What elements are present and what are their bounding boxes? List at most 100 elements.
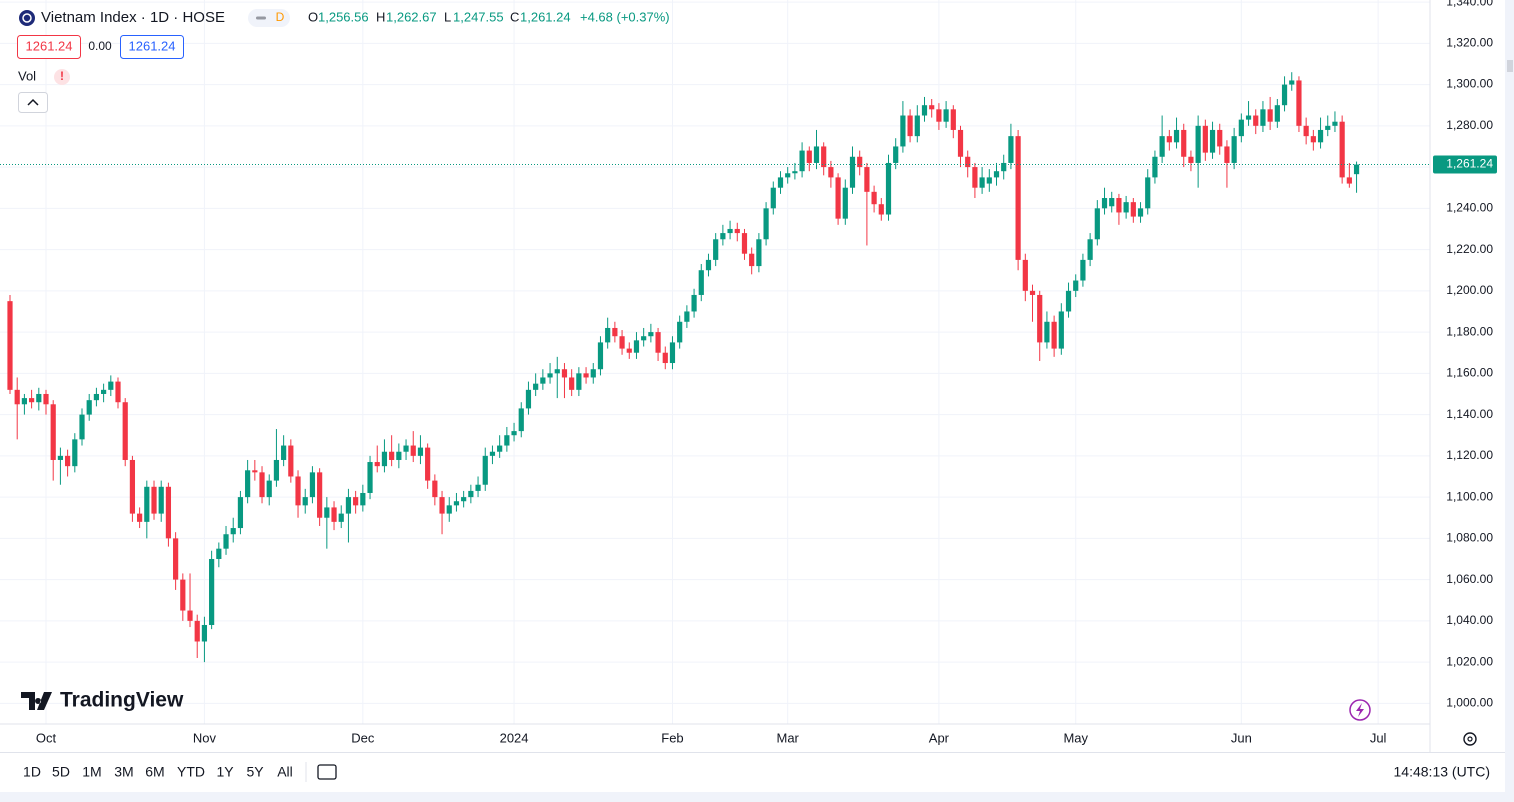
candle-body: [432, 480, 438, 498]
range-buttons: 1D 5D 1M 3M 6M YTD 1Y 5Y All: [23, 764, 293, 780]
candle-body: [525, 389, 532, 409]
date-range-icon[interactable]: [317, 764, 337, 780]
ask-box[interactable]: [120, 35, 184, 59]
candle-body: [180, 579, 186, 611]
badge-dash: [256, 16, 266, 20]
range-button[interactable]: All: [277, 764, 293, 780]
symbol-title[interactable]: Vietnam Index · 1D · HOSE: [41, 9, 225, 26]
candle-body: [115, 381, 121, 403]
candle-body: [43, 393, 49, 405]
candle-body: [777, 177, 784, 188]
alert-bg[interactable]: [54, 69, 70, 85]
candle-body: [230, 528, 236, 535]
x-tick-label: Feb: [661, 730, 683, 745]
scroll-thumb[interactable]: [1507, 60, 1513, 72]
candle-body: [504, 435, 510, 446]
candle-body: [475, 484, 481, 491]
candle-body: [461, 497, 467, 502]
candle-body: [173, 538, 179, 580]
candle-body: [101, 389, 107, 394]
range-button[interactable]: 1M: [82, 764, 101, 780]
y-tick-label: 1,120.00: [1446, 448, 1493, 462]
candle-body: [763, 208, 769, 240]
x-tick-label: Dec: [351, 730, 375, 745]
candle-body: [576, 373, 582, 390]
candle-body: [86, 400, 92, 415]
bid-box[interactable]: [17, 35, 81, 59]
candle-body: [144, 486, 150, 522]
candle-body: [1087, 239, 1093, 260]
change: +4.68 (+0.37%): [580, 9, 670, 24]
flash-icon[interactable]: [1349, 699, 1371, 721]
candle-body: [641, 336, 647, 341]
candle-body: [1094, 208, 1100, 240]
candle-body: [1137, 208, 1144, 217]
candle-body: [842, 187, 848, 219]
candle-body: [1224, 146, 1230, 163]
clock: 14:48:13 (UTC): [1394, 764, 1490, 780]
candle-body: [849, 156, 856, 188]
candle-body: [569, 377, 575, 390]
candle-body: [1123, 202, 1129, 213]
badge-bg[interactable]: [248, 9, 290, 27]
candle-body: [194, 620, 200, 642]
y-tick-label: 1,200.00: [1446, 283, 1493, 297]
candle-body: [417, 447, 424, 456]
candle-body: [439, 497, 445, 514]
candle-body: [1015, 136, 1021, 260]
candle-body: [317, 472, 323, 518]
range-button[interactable]: 5D: [52, 764, 70, 780]
range-button[interactable]: 3M: [114, 764, 133, 780]
candle-body: [885, 162, 892, 215]
candle-body: [1145, 177, 1151, 209]
candle-body: [1209, 129, 1216, 153]
candle-body: [1289, 80, 1295, 85]
candle-body: [1267, 109, 1273, 122]
candle-body: [425, 447, 431, 481]
x-tick-label: Jul: [1370, 730, 1387, 745]
scrollbar[interactable]: [1505, 0, 1514, 802]
y-tick-label: 1,320.00: [1446, 35, 1493, 49]
range-button[interactable]: 6M: [145, 764, 164, 780]
candle-body: [648, 332, 654, 337]
o-label: O: [308, 9, 318, 24]
range-button[interactable]: 1D: [23, 764, 41, 780]
candle-body: [633, 340, 640, 353]
candle-body: [187, 610, 193, 621]
candle-body: [540, 377, 546, 384]
candle-body: [1296, 80, 1302, 126]
candle-body: [1253, 115, 1259, 126]
candle-body: [1022, 259, 1028, 291]
candle-body: [1325, 125, 1331, 130]
alert: !: [60, 69, 64, 83]
candle-body: [331, 507, 337, 522]
candle-body: [201, 624, 208, 642]
candle-body: [691, 294, 697, 312]
candle-body: [1116, 198, 1122, 213]
range-button[interactable]: 1Y: [216, 764, 234, 780]
candle-body: [216, 548, 222, 559]
candle-body: [245, 470, 251, 498]
candle-body: [468, 490, 474, 498]
candle-body: [1231, 136, 1237, 163]
y-tick-label: 1,300.00: [1446, 77, 1493, 91]
candle-body: [785, 173, 791, 178]
settings-icon[interactable]: [1463, 732, 1477, 746]
y-tick-label: 1,280.00: [1446, 118, 1493, 132]
candle-body: [1260, 109, 1266, 126]
candle-body: [1159, 136, 1165, 157]
candle-body: [65, 455, 71, 467]
c-label: C: [510, 9, 519, 24]
candle-body: [605, 327, 611, 343]
candle-body: [1217, 129, 1223, 147]
candle-body: [79, 414, 85, 440]
candle-body: [979, 177, 985, 188]
range-button[interactable]: YTD: [177, 764, 205, 780]
candle-body: [1037, 294, 1043, 343]
candle-body: [857, 156, 863, 168]
collapse-button[interactable]: [18, 92, 48, 113]
candle-body: [93, 393, 100, 401]
bottom-edge: [0, 792, 1505, 802]
range-button[interactable]: 5Y: [246, 764, 264, 780]
